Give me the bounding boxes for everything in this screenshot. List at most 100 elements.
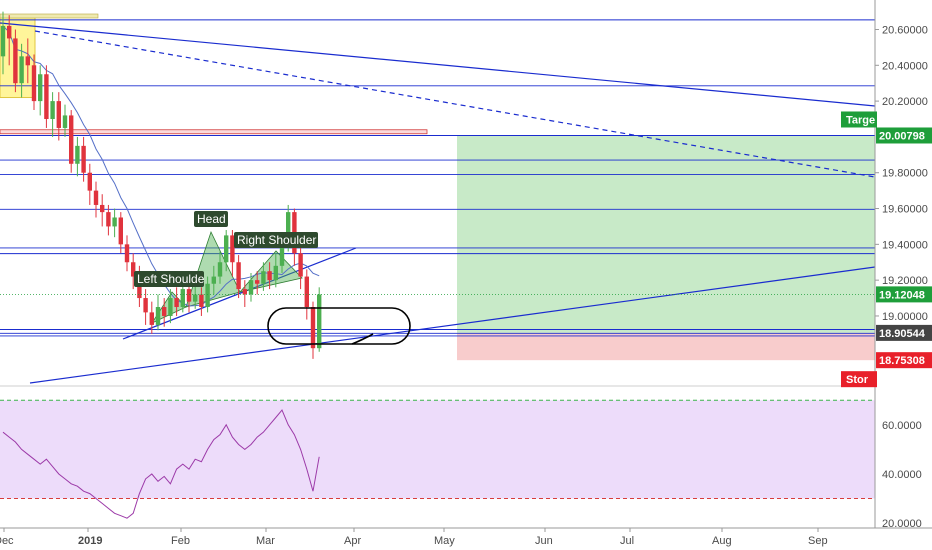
candle-body: [106, 212, 111, 227]
price-tag-bg: [876, 324, 932, 341]
candle: [230, 230, 235, 277]
time-tick-label: May: [434, 535, 455, 547]
price-tag-value: 19.12048: [879, 289, 925, 301]
candle: [69, 110, 74, 173]
candle-body: [93, 190, 99, 205]
candle: [199, 287, 204, 316]
candle: [298, 247, 303, 290]
candle-body: [286, 212, 291, 245]
candle-body: [155, 307, 161, 325]
price-tag-label-bg: [841, 111, 877, 128]
candle: [7, 15, 12, 66]
price-tag-bg: [876, 286, 932, 303]
pattern-label-bg: [134, 271, 204, 287]
candle: [248, 272, 254, 302]
annotation-ellipse: [267, 307, 411, 345]
candle: [56, 92, 61, 141]
candle-body: [304, 276, 309, 308]
candle: [106, 204, 111, 236]
candle-body: [217, 262, 223, 277]
candle-body: [38, 74, 43, 102]
candle-body: [211, 276, 216, 284]
downtrend-dashed-line: [34, 30, 876, 178]
time-tick-label: 2019: [78, 535, 102, 547]
candle: [50, 92, 55, 137]
candle-body: [168, 298, 173, 316]
candle: [81, 136, 86, 182]
target-zone: [457, 135, 875, 333]
time-tick-label: Feb: [171, 535, 190, 547]
candle-body: [131, 262, 136, 277]
candle-body: [230, 235, 235, 263]
candle-body: [13, 38, 18, 84]
candle: [87, 163, 92, 205]
price-tag-label-bg: [841, 371, 877, 388]
candle: [193, 283, 198, 309]
neckline: [122, 247, 357, 340]
candle-body: [87, 172, 92, 191]
rsi-line: [2, 409, 320, 519]
pattern-label-bg: [194, 211, 228, 227]
price-tick-label: 20.60000: [882, 24, 928, 36]
candle: [131, 253, 136, 290]
candle: [242, 280, 247, 308]
candle-body: [149, 312, 154, 325]
price-tag-label: Targe: [846, 114, 875, 126]
candle-body: [267, 271, 272, 281]
candle-body: [137, 276, 142, 299]
candle-body: [69, 115, 74, 164]
candle-body: [162, 307, 167, 316]
price-tick-label: 20.20000: [882, 96, 928, 108]
candle: [13, 29, 18, 93]
candle: [0, 11, 6, 75]
candle-body: [317, 294, 322, 349]
time-tick-label: Aug: [712, 535, 732, 547]
candle-body: [205, 283, 210, 308]
candle-body: [279, 244, 285, 266]
candle: [118, 212, 123, 254]
candle: [261, 262, 266, 291]
candle: [168, 289, 173, 324]
candle-body: [31, 65, 37, 102]
rsi-tick-label: 40.0000: [882, 469, 922, 481]
candle: [310, 301, 316, 359]
candle: [211, 265, 216, 295]
time-tick-label: Dec: [0, 535, 14, 547]
stop-zone: [457, 332, 875, 361]
candle: [62, 104, 68, 137]
candle-body: [298, 253, 303, 277]
time-tick-label: Jul: [620, 535, 634, 547]
candle-body: [62, 115, 68, 128]
candle-body: [224, 235, 229, 263]
candle: [31, 54, 37, 111]
candle: [162, 298, 167, 327]
candle-body: [118, 217, 123, 245]
candle-body: [7, 25, 12, 39]
candle: [19, 43, 24, 98]
candle-body: [44, 74, 49, 120]
candle-body: [255, 280, 260, 284]
candle-body: [248, 280, 254, 295]
price-tick-label: 19.60000: [882, 204, 928, 216]
rsi-band: [0, 400, 875, 499]
downtrend-line: [0, 22, 876, 107]
candle: [255, 271, 260, 295]
pattern-label-bg: [234, 232, 318, 248]
price-tag-bg: [876, 352, 932, 369]
price-tick-label: 19.80000: [882, 168, 928, 180]
candle-body: [81, 145, 86, 173]
candle-body: [174, 298, 179, 308]
candle-body: [124, 244, 130, 263]
time-tick-label: Mar: [256, 535, 275, 547]
price-tag-label: Stor: [846, 374, 869, 386]
candle-body: [112, 217, 117, 227]
price-tag-value: 18.75308: [879, 355, 925, 367]
pattern-label: Head: [197, 212, 226, 226]
price-tick-label: 20.40000: [882, 60, 928, 72]
highlight-bar: [0, 13, 99, 19]
candle-body: [19, 56, 24, 84]
candle-body: [56, 101, 61, 128]
candle: [217, 251, 223, 284]
